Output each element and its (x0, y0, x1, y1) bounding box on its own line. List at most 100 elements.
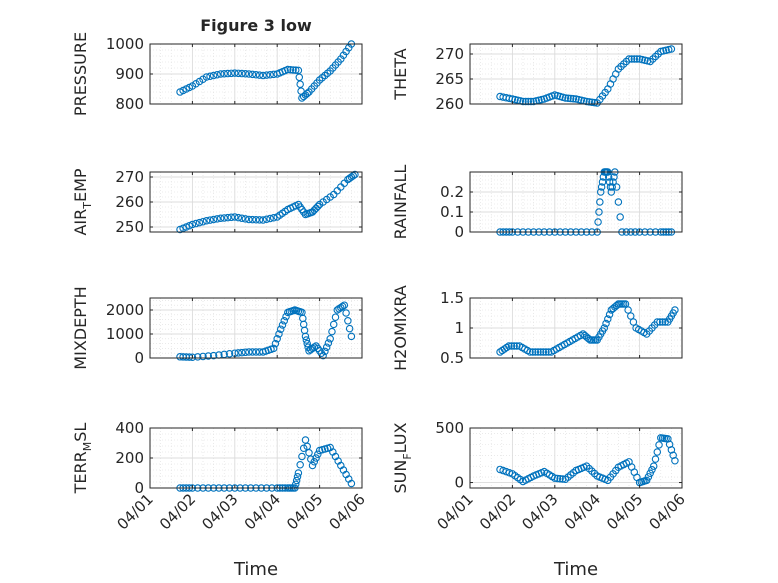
data-point (259, 216, 267, 224)
data-point (286, 65, 295, 74)
data-point (553, 474, 562, 483)
data-point (234, 213, 243, 222)
data-point (602, 319, 610, 328)
data-point (252, 71, 260, 79)
data-point (351, 170, 359, 179)
data-point (213, 71, 221, 79)
data-point (627, 312, 635, 320)
data-point (539, 348, 548, 356)
data-point (296, 80, 304, 88)
y-tick-label: 1000 (106, 35, 144, 53)
data-point (262, 215, 271, 224)
y-tick-label: 0 (454, 223, 464, 241)
subplot-pressure: 800 900 1000 PRESSURE Figure 3 low (71, 16, 363, 116)
axes-box (149, 297, 363, 359)
data-point (271, 339, 280, 348)
data-point (534, 348, 542, 356)
data-point (231, 213, 239, 221)
data-point (347, 332, 356, 341)
x-tick-label: 04/04 (561, 490, 604, 533)
y-tick-label: 2000 (106, 301, 144, 319)
y-tick-label: 1.5 (440, 289, 464, 307)
data-point (633, 55, 641, 63)
data-point (245, 348, 253, 356)
data-point (653, 318, 662, 326)
y-tick-label: 1000 (106, 325, 144, 343)
data-point (298, 452, 306, 461)
y-tick-label: 265 (435, 70, 464, 88)
data-point (202, 73, 211, 81)
data-point (624, 306, 632, 314)
data-point (209, 71, 218, 80)
data-point (227, 213, 236, 222)
data-point (671, 306, 679, 314)
x-axis-label: Time (553, 559, 598, 580)
data-point (259, 71, 267, 80)
data-point (231, 69, 239, 77)
data-point (292, 476, 301, 485)
x-tick-label: 04/05 (603, 490, 646, 533)
data-point (238, 214, 246, 223)
data-point (238, 69, 246, 78)
data-point (507, 342, 516, 350)
data-point (584, 334, 593, 343)
data-point (188, 353, 197, 362)
data-point (223, 213, 232, 222)
data-point (234, 69, 243, 78)
y-tick-label: 260 (115, 193, 144, 211)
x-tick-label: 04/03 (198, 490, 241, 533)
y-tick-label: 0.1 (440, 203, 464, 221)
data-point (528, 348, 537, 356)
y-axis-label: AIRTEMP (71, 168, 94, 235)
data-point (252, 216, 260, 224)
data-series (496, 300, 679, 356)
data-point (502, 343, 511, 352)
data-point (289, 66, 297, 74)
data-point (582, 97, 591, 106)
data-point (597, 183, 606, 191)
subplot-theta: 260 265 270 THETA (391, 43, 683, 113)
data-point (255, 71, 264, 79)
data-point (301, 332, 310, 341)
data-point (195, 218, 204, 227)
data-point (209, 215, 218, 224)
data-series (176, 40, 356, 102)
y-axis-label: RAINFALL (391, 165, 410, 240)
subplot-sun-flux: 0 500 SUNFLUX 04/01 04/02 04/03 04/04 04/05 04/0… (391, 419, 689, 580)
data-point (340, 301, 349, 309)
x-tick-label: 04/06 (646, 490, 689, 533)
data-point (667, 45, 676, 53)
data-point (671, 456, 679, 465)
data-point (284, 65, 292, 74)
data-point (328, 327, 336, 336)
data-point (590, 98, 599, 107)
data-point (656, 318, 664, 326)
data-point (625, 55, 633, 63)
data-point (321, 347, 329, 356)
subplot-mixdepth: 0 1000 2000 MIXDEPTH (71, 286, 363, 370)
data-point (612, 183, 621, 191)
data-point (621, 300, 630, 308)
data-point (295, 73, 304, 82)
data-point (255, 216, 264, 224)
data-point (526, 348, 534, 356)
data-point (542, 348, 550, 356)
data-point (561, 94, 570, 102)
data-point (556, 474, 564, 483)
data-point (213, 215, 221, 223)
data-point (209, 351, 218, 360)
data-point (342, 309, 350, 317)
data-point (293, 472, 302, 481)
minor-grid (470, 171, 682, 233)
data-point (612, 301, 621, 310)
data-point (269, 344, 278, 353)
data-point (564, 94, 572, 103)
data-point (505, 342, 513, 350)
x-tick-label: 04/02 (156, 490, 199, 533)
data-point (266, 214, 274, 223)
data-point (349, 172, 357, 180)
y-tick-label: 800 (115, 95, 144, 113)
data-point (192, 219, 200, 228)
